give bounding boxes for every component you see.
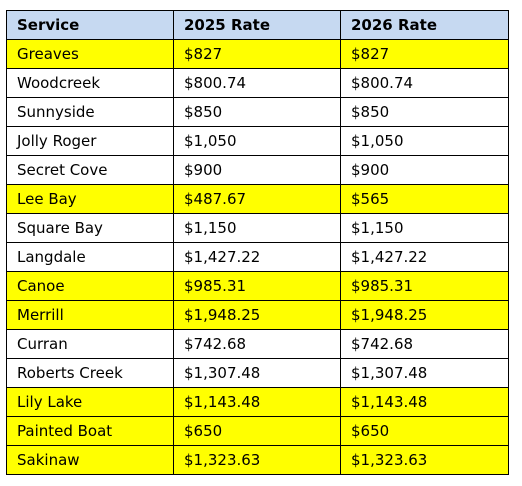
cell-2026-rate: $850 [340, 97, 509, 127]
cell-2026-rate: $1,143.48 [340, 387, 509, 417]
table-row: Sunnyside $850 $850 [6, 97, 509, 127]
table-row: Painted Boat $650 $650 [6, 416, 509, 446]
table-row: Canoe $985.31 $985.31 [6, 271, 509, 301]
cell-service: Painted Boat [6, 416, 174, 446]
table-row: Woodcreek $800.74 $800.74 [6, 68, 509, 98]
cell-2026-rate: $827 [340, 39, 509, 69]
cell-service: Curran [6, 329, 174, 359]
cell-2026-rate: $1,150 [340, 213, 509, 243]
cell-service: Sunnyside [6, 97, 174, 127]
table-body: Greaves $827 $827 Woodcreek $800.74 $800.74 Su… [6, 39, 509, 475]
header-2026-rate: 2026 Rate [340, 10, 509, 40]
cell-2025-rate: $1,143.48 [173, 387, 341, 417]
table-row: Lily Lake $1,143.48 $1,143.48 [6, 387, 509, 417]
cell-service: Jolly Roger [6, 126, 174, 156]
rates-table: Service 2025 Rate 2026 Rate Greaves $827 $… [6, 10, 509, 475]
cell-2026-rate: $1,050 [340, 126, 509, 156]
table-row: Lee Bay $487.67 $565 [6, 184, 509, 214]
cell-2025-rate: $827 [173, 39, 341, 69]
cell-service: Lee Bay [6, 184, 174, 214]
cell-service: Lily Lake [6, 387, 174, 417]
cell-2025-rate: $900 [173, 155, 341, 185]
table-row: Jolly Roger $1,050 $1,050 [6, 126, 509, 156]
cell-service: Square Bay [6, 213, 174, 243]
cell-2025-rate: $1,150 [173, 213, 341, 243]
cell-service: Canoe [6, 271, 174, 301]
table-row: Curran $742.68 $742.68 [6, 329, 509, 359]
cell-2026-rate: $1,427.22 [340, 242, 509, 272]
cell-2025-rate: $1,307.48 [173, 358, 341, 388]
cell-2026-rate: $1,948.25 [340, 300, 509, 330]
cell-2025-rate: $1,427.22 [173, 242, 341, 272]
table-row: Sakinaw $1,323.63 $1,323.63 [6, 445, 509, 475]
table-row: Merrill $1,948.25 $1,948.25 [6, 300, 509, 330]
cell-service: Secret Cove [6, 155, 174, 185]
cell-2026-rate: $800.74 [340, 68, 509, 98]
cell-2025-rate: $487.67 [173, 184, 341, 214]
cell-2025-rate: $650 [173, 416, 341, 446]
table-row: Secret Cove $900 $900 [6, 155, 509, 185]
table-row: Greaves $827 $827 [6, 39, 509, 69]
table-row: Roberts Creek $1,307.48 $1,307.48 [6, 358, 509, 388]
cell-2025-rate: $850 [173, 97, 341, 127]
cell-service: Sakinaw [6, 445, 174, 475]
cell-2025-rate: $742.68 [173, 329, 341, 359]
cell-2025-rate: $800.74 [173, 68, 341, 98]
cell-2026-rate: $1,307.48 [340, 358, 509, 388]
cell-service: Roberts Creek [6, 358, 174, 388]
cell-2025-rate: $1,948.25 [173, 300, 341, 330]
table-row: Langdale $1,427.22 $1,427.22 [6, 242, 509, 272]
cell-2026-rate: $985.31 [340, 271, 509, 301]
cell-2026-rate: $900 [340, 155, 509, 185]
cell-2026-rate: $565 [340, 184, 509, 214]
cell-2026-rate: $1,323.63 [340, 445, 509, 475]
cell-2025-rate: $1,323.63 [173, 445, 341, 475]
cell-2026-rate: $742.68 [340, 329, 509, 359]
cell-service: Greaves [6, 39, 174, 69]
cell-2025-rate: $985.31 [173, 271, 341, 301]
table-header-row: Service 2025 Rate 2026 Rate [6, 10, 509, 40]
cell-service: Woodcreek [6, 68, 174, 98]
table-row: Square Bay $1,150 $1,150 [6, 213, 509, 243]
cell-2026-rate: $650 [340, 416, 509, 446]
cell-service: Langdale [6, 242, 174, 272]
cell-2025-rate: $1,050 [173, 126, 341, 156]
cell-service: Merrill [6, 300, 174, 330]
header-2025-rate: 2025 Rate [173, 10, 341, 40]
header-service: Service [6, 10, 174, 40]
